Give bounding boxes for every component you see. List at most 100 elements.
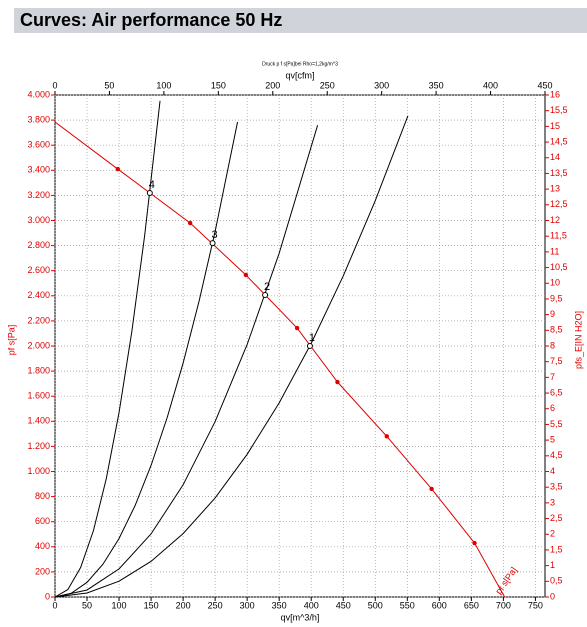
y-tick-label: 2.000 (27, 340, 50, 350)
y-tick-label: 1.000 (27, 466, 50, 476)
y2-tick-label: 0,5 (550, 576, 563, 586)
y2-tick-label: 14 (550, 152, 560, 162)
x-axis-title: qv[m^3/h] (281, 612, 320, 622)
x-tick-label: 300 (240, 600, 255, 610)
y2-axis-title: pfs_E[IN H2O] (573, 311, 583, 369)
y2-tick-label: 16 (550, 89, 560, 99)
y-tick-label: 3.000 (27, 215, 50, 225)
y2-tick-label: 12,5 (550, 199, 568, 209)
x-tick-label: 350 (272, 600, 287, 610)
y2-tick-label: 1,5 (550, 544, 563, 554)
y-axis-title: pf s[Pa] (6, 325, 16, 356)
y2-tick-label: 13,5 (550, 168, 568, 178)
operating-point (306, 343, 313, 349)
x2-tick-label: 100 (156, 80, 171, 90)
y2-tick-label: 2,5 (550, 513, 563, 523)
curve (54, 100, 161, 598)
point-label: 4 (149, 179, 155, 191)
y-tick-label: 600 (35, 516, 50, 526)
x-tick-label: 50 (82, 600, 92, 610)
y2-tick-label: 7 (550, 372, 555, 382)
header-bar (14, 8, 587, 33)
x-tick-label: 250 (208, 600, 223, 610)
operating-point (262, 292, 269, 299)
y2-tick-label: 7,5 (550, 356, 563, 366)
y2-tick-label: 4,5 (550, 450, 563, 460)
y2-tick-label: 11,5 (550, 231, 567, 241)
curve (54, 115, 409, 598)
x-tick-label: 750 (528, 600, 543, 610)
point-label: 3 (212, 229, 218, 241)
curve-marker (335, 379, 340, 385)
y2-tick-label: 10,5 (550, 262, 568, 272)
x-tick-label: 650 (464, 600, 479, 610)
x-tick-label: 400 (304, 600, 319, 610)
y2-tick-label: 1 (550, 560, 555, 570)
y-tick-label: 3.600 (27, 140, 50, 150)
y-tick-label: 3.800 (27, 114, 50, 124)
y-tick-label: 2.600 (27, 265, 50, 275)
x-tick-label: 450 (336, 600, 351, 610)
y-tick-label: 2.200 (27, 315, 50, 325)
curve (54, 121, 239, 598)
curve (54, 121, 506, 598)
curve-marker (294, 325, 300, 331)
y-tick-label: 1.400 (27, 416, 50, 426)
y-tick-label: 0 (45, 591, 50, 601)
y-tick-label: 1.800 (27, 365, 50, 375)
y2-tick-label: 5 (550, 435, 555, 445)
curve-label: pf s[Pa] (493, 565, 519, 596)
y2-tick-label: 6,5 (550, 387, 563, 397)
y2-tick-label: 13 (550, 184, 560, 194)
point-label: 1 (309, 332, 315, 344)
x2-tick-label: 350 (429, 80, 444, 90)
y-tick-label: 2.800 (27, 240, 50, 250)
y2-tick-label: 8,5 (550, 325, 563, 335)
curve-marker (115, 166, 120, 172)
y-tick-label: 4.000 (27, 89, 50, 99)
point-label: 2 (264, 281, 270, 293)
y2-tick-label: 5,5 (550, 419, 563, 429)
y-tick-label: 400 (35, 541, 50, 551)
y2-tick-label: 0 (550, 591, 555, 601)
curve-marker (472, 540, 477, 546)
y2-tick-label: 3,5 (550, 482, 563, 492)
y2-tick-label: 4 (550, 466, 555, 476)
subtitle: Druck p f s[Pa]bei Rho=1,2kg/m^3 (262, 61, 338, 67)
x-tick-label: 550 (400, 600, 415, 610)
operating-point (146, 190, 153, 197)
y2-tick-label: 8 (550, 340, 555, 350)
x2-tick-label: 400 (483, 80, 498, 90)
x2-axis-title: qv[cfm] (285, 70, 314, 80)
y-tick-label: 1.200 (27, 441, 50, 451)
x2-tick-label: 50 (104, 80, 114, 90)
curve-marker (187, 220, 193, 226)
x-tick-label: 500 (368, 600, 383, 610)
y2-tick-label: 12 (550, 215, 560, 225)
y-tick-label: 3.400 (27, 165, 50, 175)
y-tick-label: 2.400 (27, 290, 50, 300)
y2-tick-label: 9 (550, 309, 555, 319)
curve-marker (429, 486, 434, 492)
operating-point (209, 240, 216, 247)
y2-tick-label: 15 (550, 121, 560, 131)
y2-tick-label: 10 (550, 278, 560, 288)
y2-tick-label: 6 (550, 403, 555, 413)
y-tick-label: 200 (35, 566, 50, 576)
y2-tick-label: 2 (550, 529, 555, 539)
x2-tick-label: 150 (211, 80, 226, 90)
y-tick-label: 800 (35, 491, 50, 501)
x-tick-label: 600 (432, 600, 447, 610)
chart-title: Curves: Air performance 50 Hz (20, 10, 282, 30)
y2-tick-label: 14,5 (550, 136, 568, 146)
y-tick-label: 1.600 (27, 391, 50, 401)
x-tick-label: 200 (176, 600, 191, 610)
x2-tick-label: 200 (265, 80, 280, 90)
x-tick-label: 150 (144, 600, 159, 610)
y2-tick-label: 11 (550, 246, 559, 256)
x2-tick-label: 0 (52, 80, 57, 90)
x-tick-label: 700 (496, 600, 511, 610)
x2-tick-label: 300 (374, 80, 389, 90)
curve (54, 125, 319, 598)
